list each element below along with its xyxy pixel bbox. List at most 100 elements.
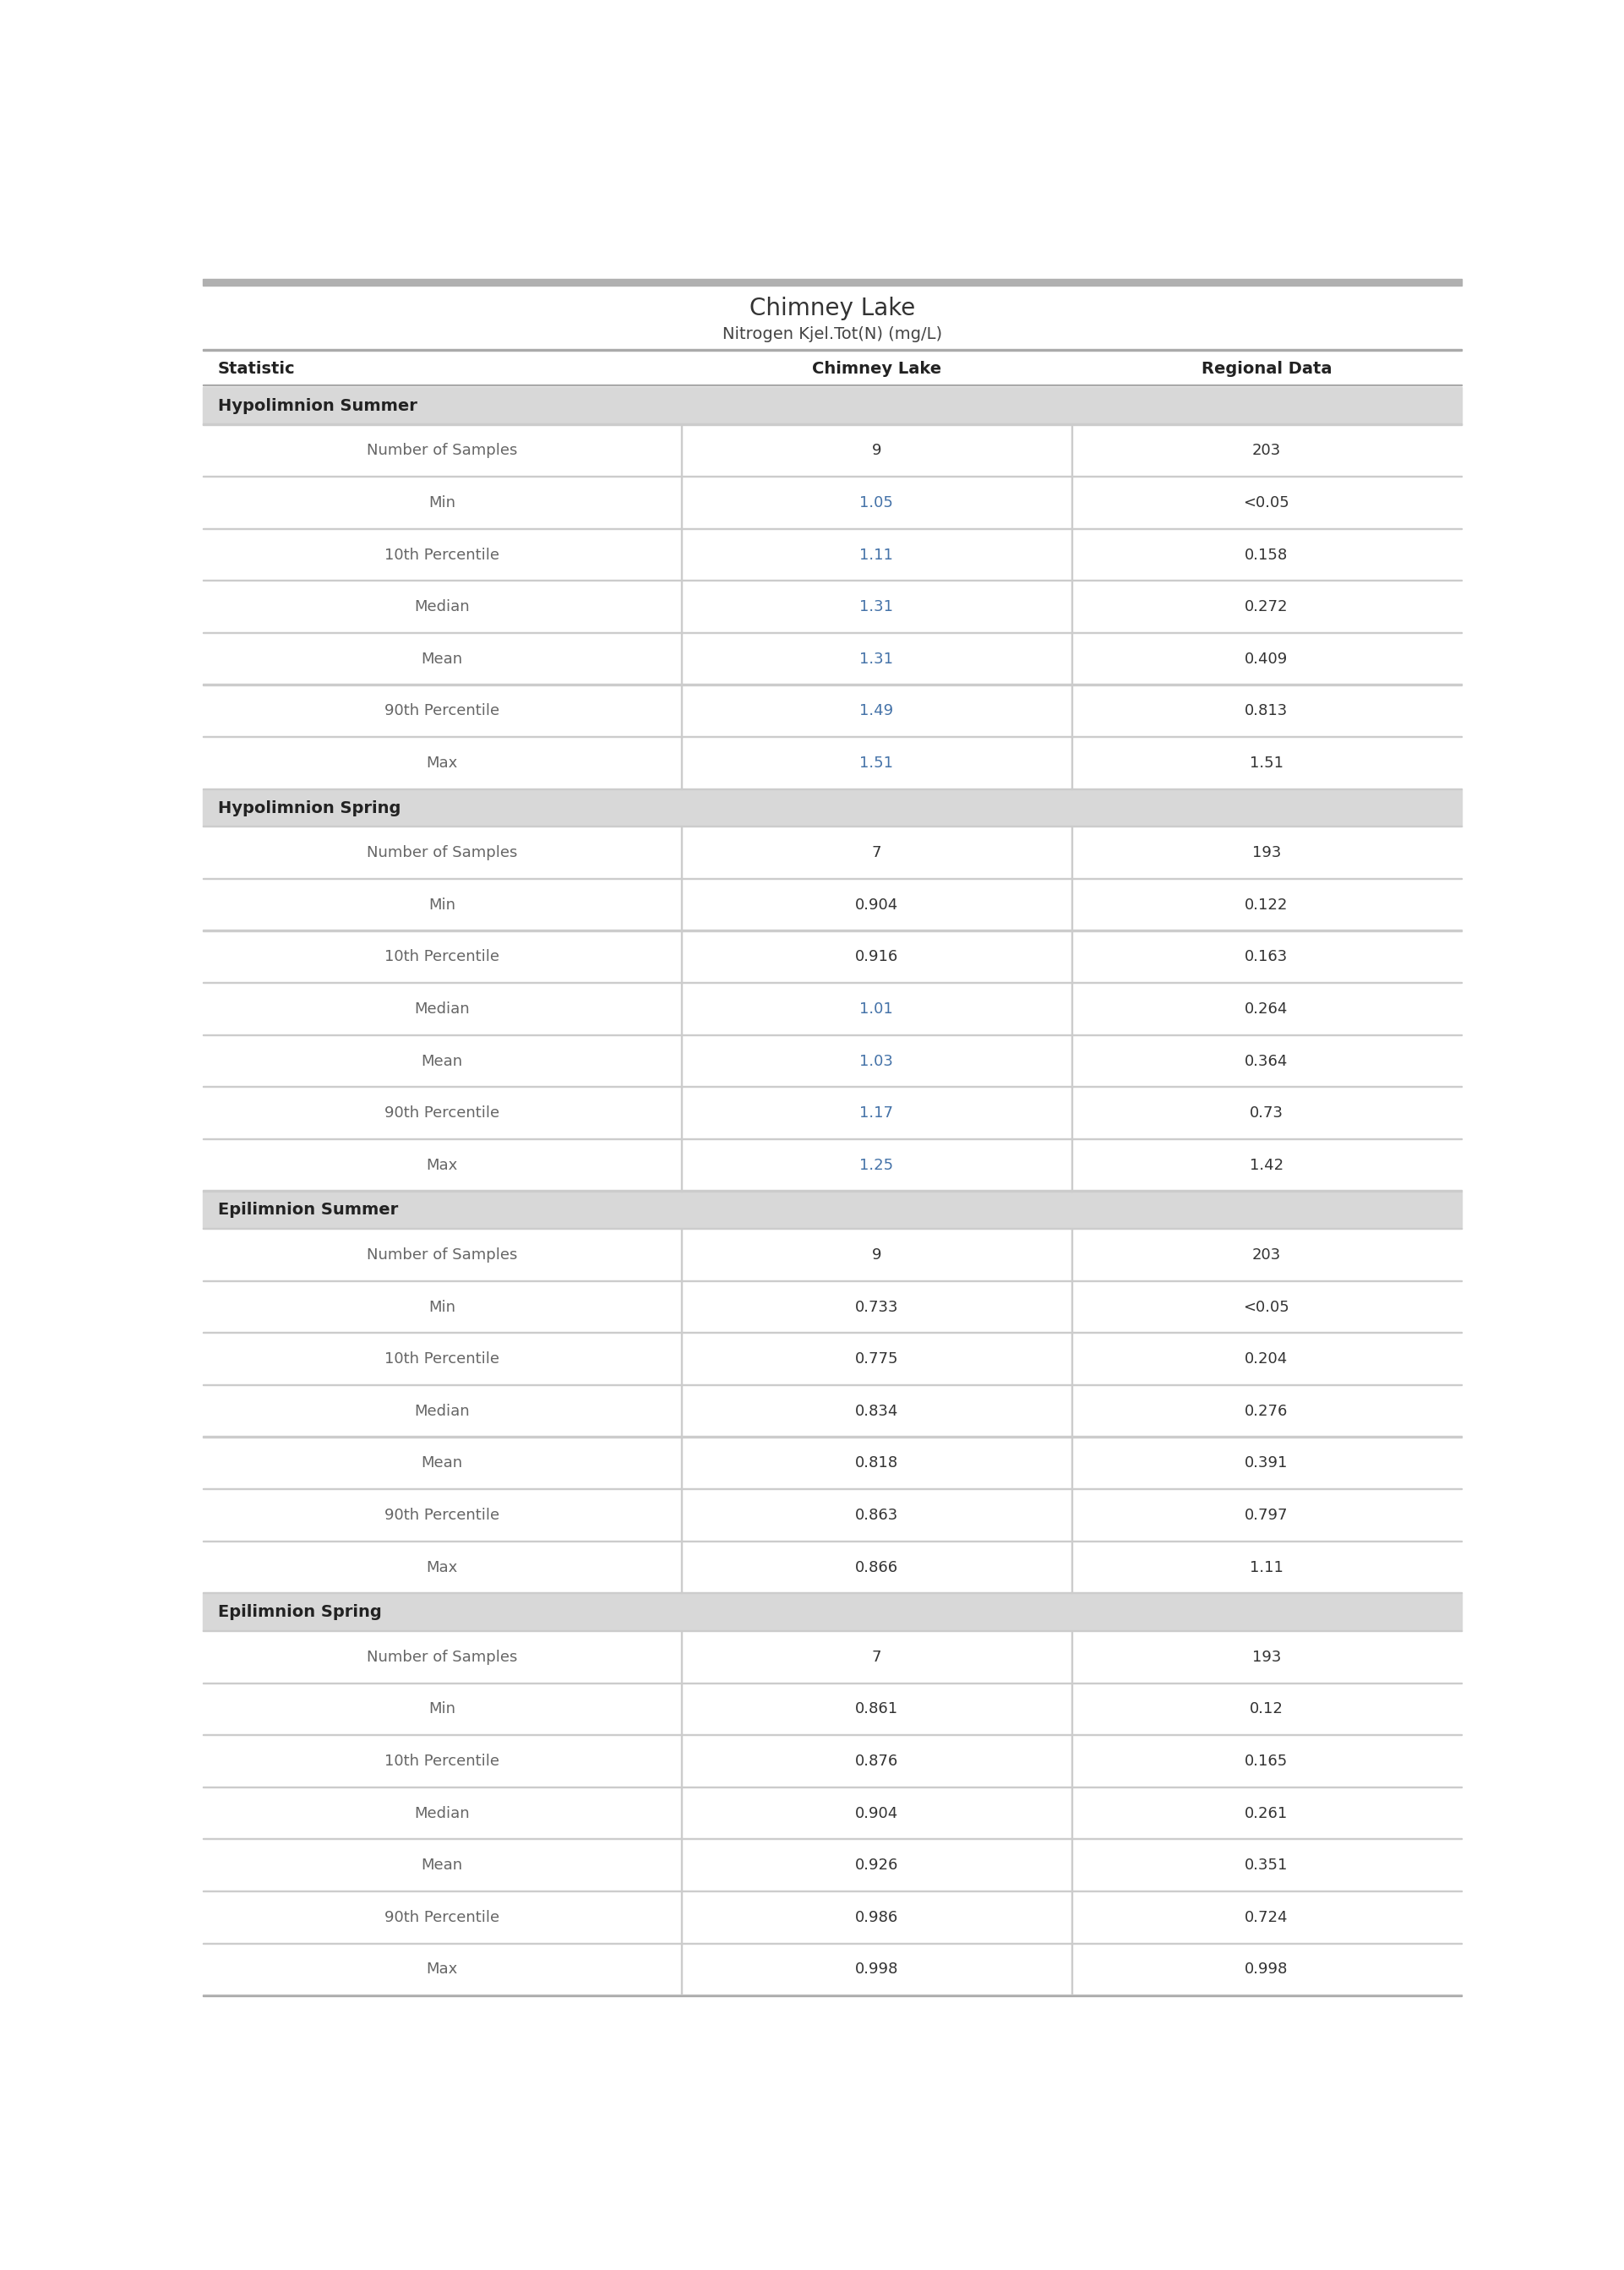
Text: 1.51: 1.51 — [859, 756, 893, 772]
Text: 7: 7 — [872, 844, 882, 860]
Text: 9: 9 — [872, 443, 882, 459]
Text: Chimney Lake: Chimney Lake — [749, 297, 916, 320]
Text: 1.25: 1.25 — [859, 1158, 893, 1174]
Text: Max: Max — [427, 1961, 458, 1977]
Text: Min: Min — [429, 897, 456, 913]
Bar — [203, 1035, 1462, 1087]
Bar — [203, 1192, 1462, 1228]
Bar — [203, 633, 1462, 686]
Text: 1.42: 1.42 — [1249, 1158, 1283, 1174]
Bar — [203, 738, 1462, 790]
Bar — [203, 1280, 1462, 1332]
Text: 1.31: 1.31 — [859, 651, 893, 667]
Text: Number of Samples: Number of Samples — [367, 443, 518, 459]
Bar — [203, 424, 1462, 477]
Text: 0.409: 0.409 — [1246, 651, 1288, 667]
Text: 1.17: 1.17 — [859, 1105, 893, 1121]
Bar — [203, 1385, 1462, 1437]
Bar — [203, 279, 1462, 286]
Text: Mean: Mean — [421, 1857, 463, 1873]
Bar — [203, 1734, 1462, 1786]
Text: Min: Min — [429, 1298, 456, 1314]
Text: 0.73: 0.73 — [1249, 1105, 1283, 1121]
Text: 1.11: 1.11 — [859, 547, 893, 563]
Text: 1.51: 1.51 — [1249, 756, 1283, 772]
Text: 0.261: 0.261 — [1246, 1805, 1288, 1821]
Bar — [203, 1632, 1462, 1684]
Text: 1.05: 1.05 — [859, 495, 893, 511]
Bar — [203, 983, 1462, 1035]
Text: 90th Percentile: 90th Percentile — [385, 704, 500, 720]
Text: 10th Percentile: 10th Percentile — [385, 547, 500, 563]
Text: 90th Percentile: 90th Percentile — [385, 1909, 500, 1925]
Text: 7: 7 — [872, 1650, 882, 1664]
Text: 0.986: 0.986 — [854, 1909, 898, 1925]
Bar — [203, 581, 1462, 633]
Text: Number of Samples: Number of Samples — [367, 844, 518, 860]
Text: 0.364: 0.364 — [1246, 1053, 1288, 1069]
Text: 0.834: 0.834 — [854, 1403, 898, 1419]
Text: <0.05: <0.05 — [1244, 495, 1289, 511]
Bar — [203, 1228, 1462, 1280]
Text: Epilimnion Summer: Epilimnion Summer — [218, 1203, 398, 1219]
Text: Max: Max — [427, 756, 458, 772]
Text: Chimney Lake: Chimney Lake — [812, 361, 940, 377]
Text: Median: Median — [414, 1001, 469, 1017]
Text: 0.158: 0.158 — [1246, 547, 1288, 563]
Bar — [203, 1541, 1462, 1594]
Text: Median: Median — [414, 599, 469, 615]
Bar — [203, 1489, 1462, 1541]
Bar — [203, 1891, 1462, 1943]
Text: Number of Samples: Number of Samples — [367, 1650, 518, 1664]
Text: Min: Min — [429, 1702, 456, 1716]
Text: Max: Max — [427, 1559, 458, 1575]
Text: 0.818: 0.818 — [854, 1455, 898, 1471]
Text: 0.163: 0.163 — [1246, 949, 1288, 965]
Text: 1.01: 1.01 — [859, 1001, 893, 1017]
Bar — [203, 1087, 1462, 1140]
Text: Median: Median — [414, 1805, 469, 1821]
Text: Nitrogen Kjel.Tot(N) (mg/L): Nitrogen Kjel.Tot(N) (mg/L) — [723, 327, 942, 343]
Text: 0.12: 0.12 — [1250, 1702, 1283, 1716]
Text: 90th Percentile: 90th Percentile — [385, 1105, 500, 1121]
Text: 0.926: 0.926 — [854, 1857, 898, 1873]
Text: 0.276: 0.276 — [1246, 1403, 1288, 1419]
Text: 0.916: 0.916 — [854, 949, 898, 965]
Bar — [203, 1786, 1462, 1839]
Text: 0.863: 0.863 — [854, 1507, 898, 1523]
Text: 0.204: 0.204 — [1246, 1351, 1288, 1367]
Bar — [203, 1437, 1462, 1489]
Text: 0.122: 0.122 — [1246, 897, 1288, 913]
Text: 193: 193 — [1252, 844, 1281, 860]
Text: 1.11: 1.11 — [1250, 1559, 1283, 1575]
Text: 0.272: 0.272 — [1244, 599, 1288, 615]
Text: Median: Median — [414, 1403, 469, 1419]
Text: 0.724: 0.724 — [1244, 1909, 1288, 1925]
Text: 1.31: 1.31 — [859, 599, 893, 615]
Bar — [203, 529, 1462, 581]
Bar — [203, 878, 1462, 931]
Bar — [203, 790, 1462, 826]
Text: 0.775: 0.775 — [854, 1351, 898, 1367]
Text: 0.866: 0.866 — [854, 1559, 898, 1575]
Text: 0.351: 0.351 — [1246, 1857, 1288, 1873]
Text: Min: Min — [429, 495, 456, 511]
Text: 0.264: 0.264 — [1246, 1001, 1288, 1017]
Text: Regional Data: Regional Data — [1202, 361, 1332, 377]
Text: Mean: Mean — [421, 651, 463, 667]
Text: 0.165: 0.165 — [1246, 1755, 1288, 1768]
Text: 90th Percentile: 90th Percentile — [385, 1507, 500, 1523]
Text: 10th Percentile: 10th Percentile — [385, 1351, 500, 1367]
Text: 10th Percentile: 10th Percentile — [385, 1755, 500, 1768]
Text: 9: 9 — [872, 1249, 882, 1262]
Text: 193: 193 — [1252, 1650, 1281, 1664]
Text: 0.797: 0.797 — [1244, 1507, 1288, 1523]
Bar — [203, 931, 1462, 983]
Text: 1.03: 1.03 — [859, 1053, 893, 1069]
Text: 0.813: 0.813 — [1246, 704, 1288, 720]
Text: Hypolimnion Spring: Hypolimnion Spring — [218, 799, 401, 815]
Text: <0.05: <0.05 — [1244, 1298, 1289, 1314]
Bar — [203, 1332, 1462, 1385]
Bar — [203, 1943, 1462, 1995]
Bar — [203, 826, 1462, 878]
